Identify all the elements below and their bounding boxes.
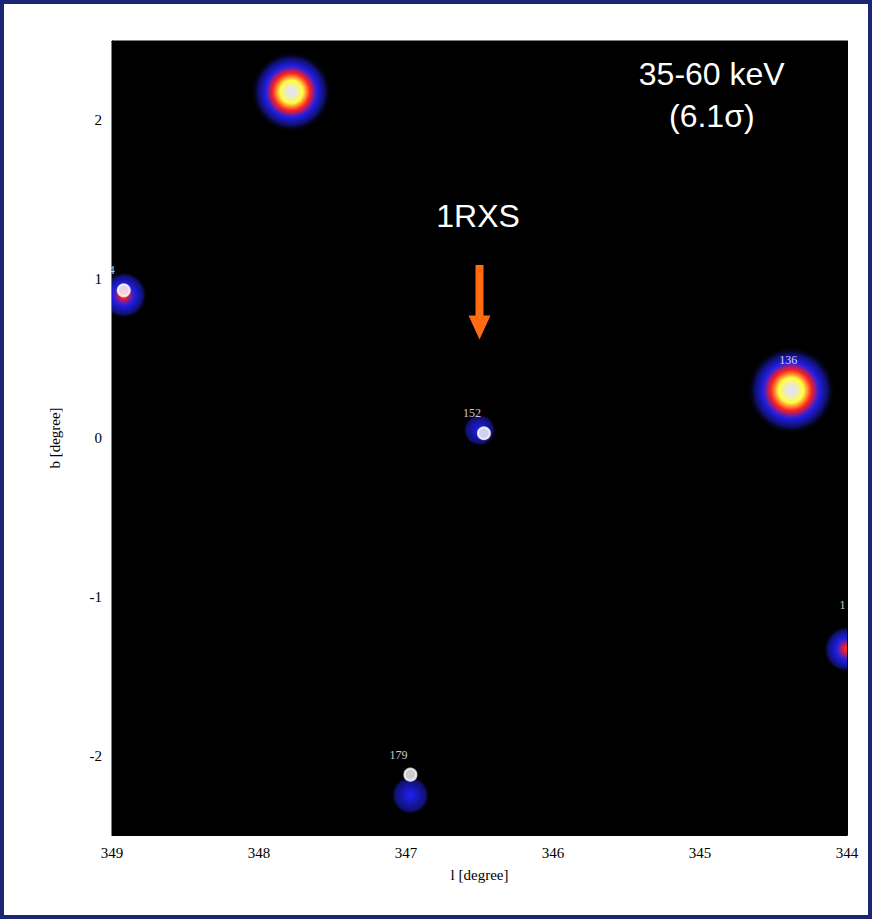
svg-text:-2: -2 [90,748,103,764]
svg-text:l [degree]: l [degree] [451,867,509,883]
svg-text:2: 2 [95,112,103,128]
svg-text:136: 136 [779,353,797,367]
svg-text:0: 0 [95,430,103,446]
svg-text:344: 344 [836,845,859,861]
svg-text:1RXS: 1RXS [436,198,520,234]
svg-text:348: 348 [248,845,271,861]
svg-text:349: 349 [101,845,124,861]
svg-text:179: 179 [389,748,407,762]
svg-text:347: 347 [395,845,418,861]
svg-text:b [degree]: b [degree] [47,407,63,468]
svg-text:(6.1σ): (6.1σ) [669,98,755,134]
svg-text:35-60 keV: 35-60 keV [639,56,786,92]
svg-text:-1: -1 [90,589,103,605]
svg-text:346: 346 [542,845,565,861]
svg-text:1: 1 [95,271,103,287]
svg-text:1: 1 [840,598,846,612]
svg-text:152: 152 [463,406,481,420]
svg-text:345: 345 [689,845,712,861]
svg-text:4: 4 [109,263,115,277]
